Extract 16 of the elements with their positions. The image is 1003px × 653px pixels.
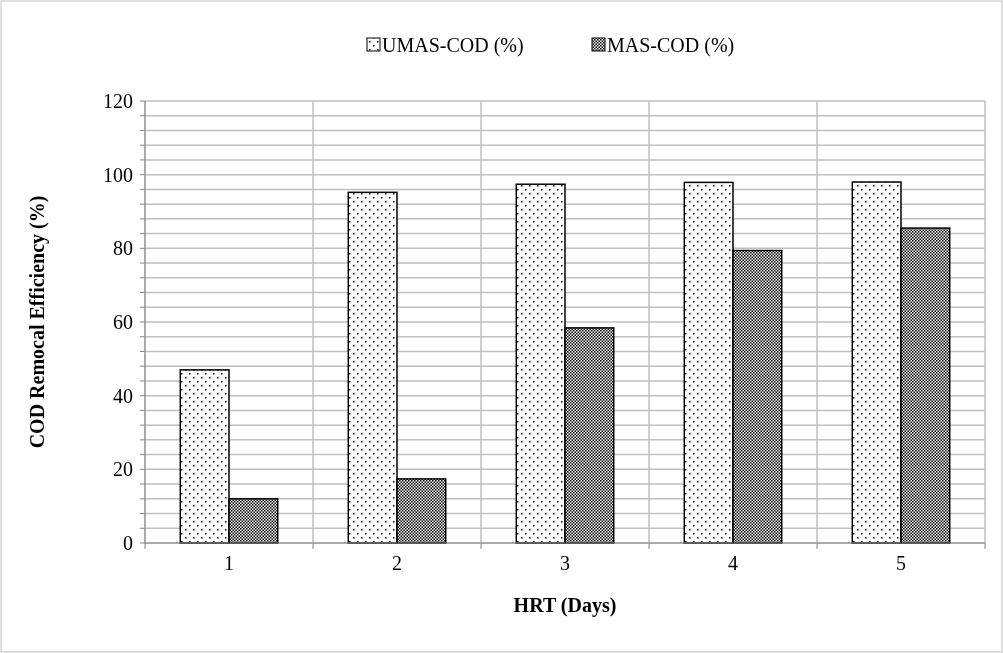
x-tick-label: 3 (560, 552, 570, 574)
x-tick-label: 5 (896, 552, 906, 574)
y-axis-title: COD Remocal Efficiency (%) (26, 195, 49, 449)
x-axis-title: HRT (Days) (513, 594, 617, 617)
x-tick-label: 1 (224, 552, 234, 574)
y-tick-label: 20 (113, 458, 133, 481)
legend-label: UMAS-COD (%) (382, 34, 524, 57)
y-tick-label: 80 (113, 237, 133, 260)
y-tick-label: 40 (113, 384, 133, 407)
y-tick-label: 100 (103, 163, 133, 186)
x-tick-label: 4 (728, 552, 738, 574)
x-tick-label: 2 (392, 552, 402, 574)
y-tick-label: 0 (123, 532, 133, 554)
legend-label: MAS-COD (%) (607, 34, 735, 57)
y-tick-label: 60 (113, 311, 133, 333)
y-tick-label: 120 (103, 90, 133, 112)
